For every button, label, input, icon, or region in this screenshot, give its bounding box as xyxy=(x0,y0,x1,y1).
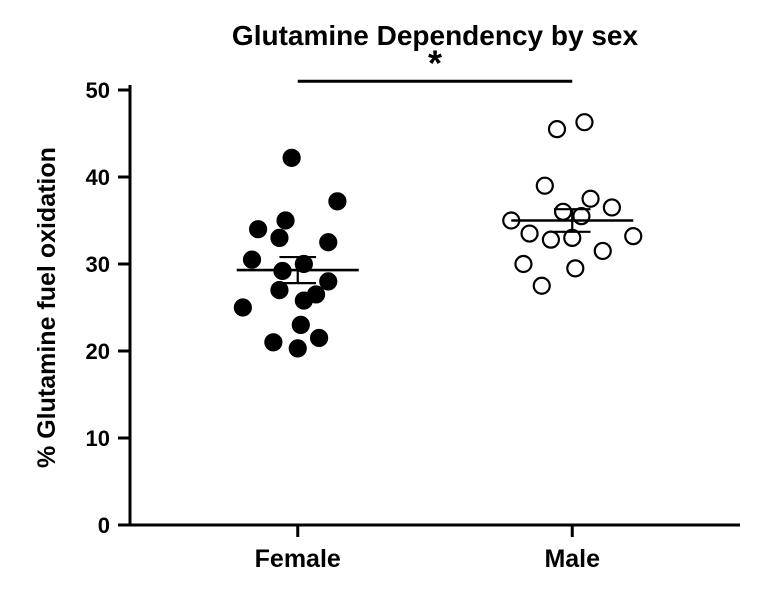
data-point xyxy=(549,121,565,137)
data-point xyxy=(290,340,306,356)
data-point xyxy=(284,150,300,166)
data-point xyxy=(534,278,550,294)
data-point xyxy=(311,330,327,346)
data-point xyxy=(329,193,345,209)
data-point xyxy=(244,252,260,268)
data-point xyxy=(320,234,336,250)
x-category-label: Male xyxy=(544,545,600,573)
data-point xyxy=(271,230,287,246)
x-category-label: Female xyxy=(255,545,341,573)
data-point xyxy=(625,228,641,244)
y-tick-label: 40 xyxy=(86,165,110,190)
chart-svg: Glutamine Dependency by sex01020304050% … xyxy=(0,0,773,609)
y-tick-label: 10 xyxy=(86,426,110,451)
data-point xyxy=(583,191,599,207)
y-tick-label: 0 xyxy=(98,513,110,538)
y-tick-label: 20 xyxy=(86,339,110,364)
data-point xyxy=(604,199,620,215)
y-axis-label: % Glutamine fuel oxidation xyxy=(33,147,61,468)
data-point xyxy=(265,334,281,350)
data-point xyxy=(595,243,611,259)
data-point xyxy=(522,226,538,242)
data-point xyxy=(515,256,531,272)
data-point xyxy=(543,232,559,248)
significance-star: * xyxy=(428,42,442,83)
data-point xyxy=(278,213,294,229)
data-point xyxy=(567,260,583,276)
data-point xyxy=(271,282,287,298)
data-point xyxy=(576,114,592,130)
data-point xyxy=(308,286,324,302)
data-point xyxy=(555,204,571,220)
data-point xyxy=(293,317,309,333)
y-tick-label: 30 xyxy=(86,252,110,277)
y-tick-label: 50 xyxy=(86,78,110,103)
scatter-chart: Glutamine Dependency by sex01020304050% … xyxy=(0,0,773,609)
data-point xyxy=(537,178,553,194)
data-point xyxy=(250,221,266,237)
data-point xyxy=(320,273,336,289)
data-point xyxy=(235,300,251,316)
